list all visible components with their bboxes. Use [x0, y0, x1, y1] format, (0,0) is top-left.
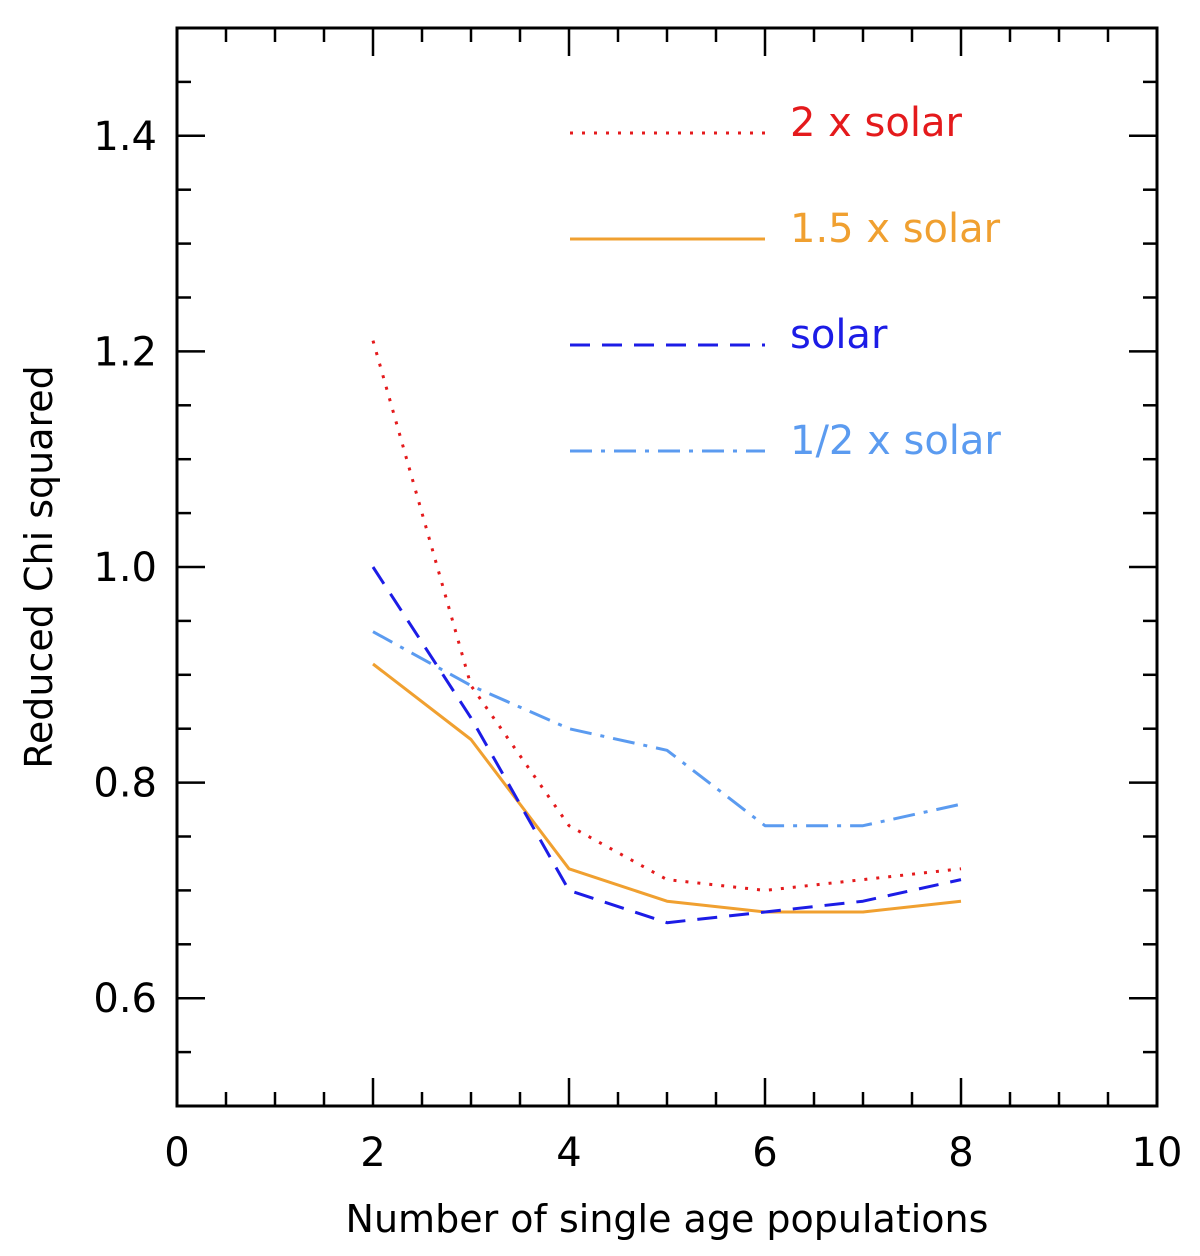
y-tick-label: 1.2 [93, 329, 157, 375]
tick-labels: 0 2 4 6 8 10 0.6 0.8 1.0 1.2 1.4 [93, 114, 1182, 1176]
x-tick-label: 2 [360, 1130, 385, 1176]
legend-item-2-x-solar: 2 x solar [570, 100, 962, 146]
y-tick-label: 0.6 [93, 976, 157, 1022]
legend: 2 x solar 1.5 x solar solar 1/2 x solar [570, 100, 1001, 464]
series-lines [371, 340, 962, 925]
x-tick-label: 4 [556, 1130, 581, 1176]
y-tick-label: 0.8 [93, 761, 157, 807]
x-axis-title: Number of single age populations [346, 1197, 989, 1241]
plot-area-frame [175, 26, 1159, 1108]
legend-label: 1/2 x solar [790, 418, 1001, 464]
series-line-solar [371, 566, 962, 925]
legend-label: solar [790, 312, 888, 358]
y-axis-title: Reduced Chi squared [17, 365, 61, 769]
legend-item-1-2-x-solar: 1/2 x solar [570, 418, 1001, 464]
legend-label: 1.5 x solar [790, 206, 1001, 252]
x-tick-label: 0 [164, 1130, 189, 1176]
x-tick-label: 10 [1132, 1130, 1183, 1176]
tick-marks [175, 26, 1159, 1108]
legend-item-solar: solar [570, 312, 888, 358]
y-tick-label: 1.4 [93, 114, 157, 160]
legend-label: 2 x solar [790, 100, 962, 146]
y-tick-label: 1.0 [93, 545, 157, 591]
legend-item-1-5-x-solar: 1.5 x solar [570, 206, 1001, 252]
series-line-1-5-x-solar [372, 662, 962, 914]
series-line-1-2-x-solar [372, 630, 962, 828]
x-tick-label: 6 [752, 1130, 777, 1176]
x-tick-label: 8 [948, 1130, 973, 1176]
